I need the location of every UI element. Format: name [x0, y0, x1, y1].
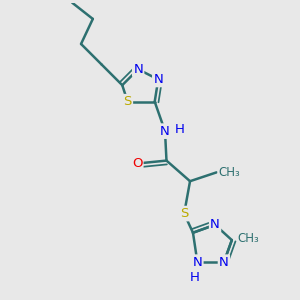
Text: N: N: [219, 256, 229, 269]
Text: CH₃: CH₃: [218, 166, 240, 179]
Text: H: H: [174, 123, 184, 136]
Text: N: N: [193, 256, 202, 269]
Text: N: N: [160, 124, 170, 138]
Text: CH₃: CH₃: [238, 232, 260, 245]
Text: N: N: [210, 218, 220, 231]
Text: N: N: [133, 63, 143, 76]
Text: S: S: [180, 207, 188, 220]
Text: H: H: [190, 271, 200, 284]
Text: O: O: [132, 157, 142, 170]
Text: S: S: [123, 95, 132, 108]
Text: N: N: [153, 73, 163, 86]
